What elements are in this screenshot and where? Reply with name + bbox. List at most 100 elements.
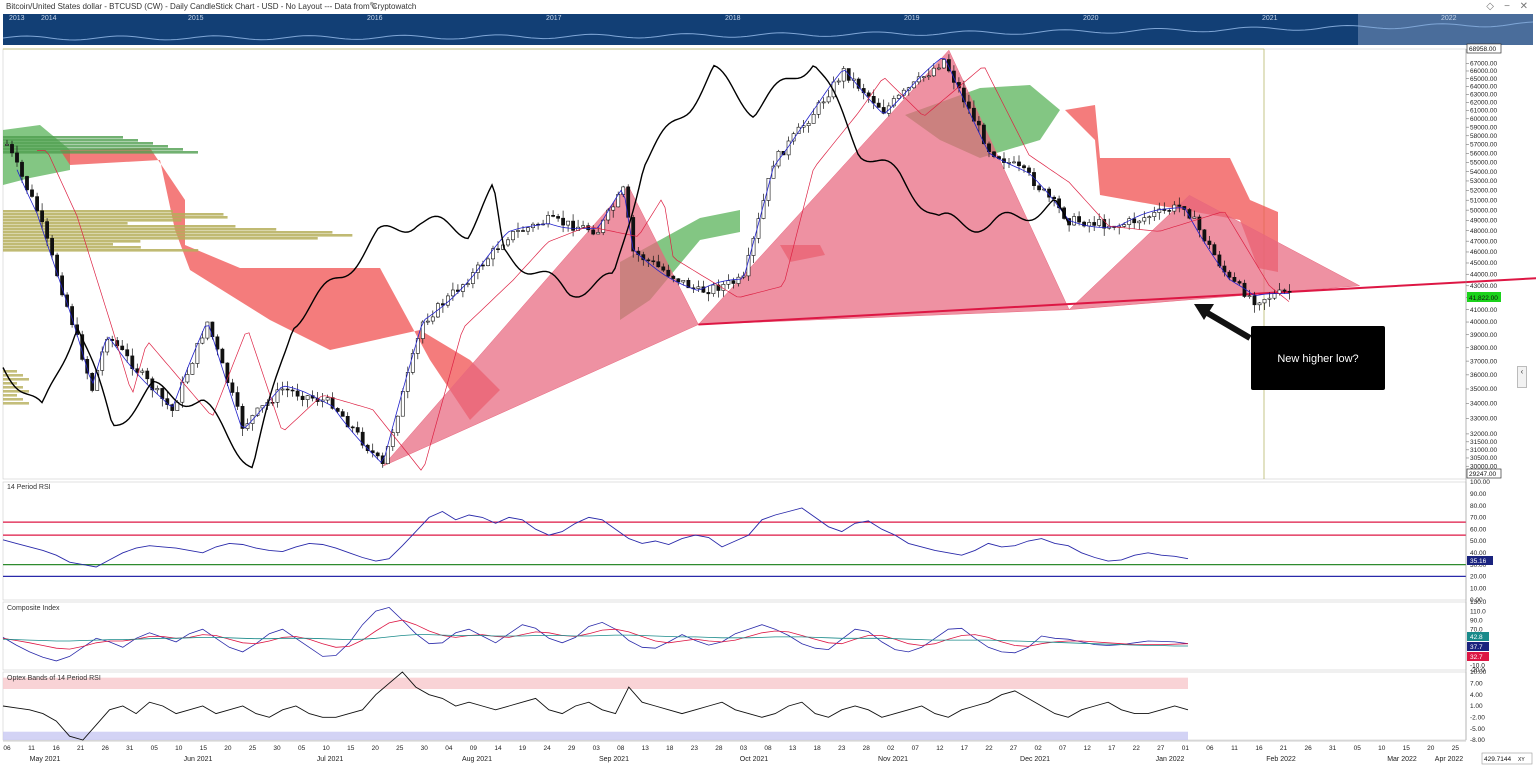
volume-profile-bar (3, 374, 23, 377)
candle-body (891, 98, 896, 107)
time-tick-label: 23 (691, 745, 699, 752)
close-icon[interactable]: ✕ (1519, 1, 1528, 12)
candle-body (65, 294, 70, 307)
candle-body (651, 260, 656, 263)
candle-body (731, 280, 736, 284)
indicator-tick-label: 70.00 (1470, 515, 1487, 522)
candle-body (290, 389, 295, 392)
candle-body (295, 390, 300, 397)
ci-value-badge-2 (1467, 642, 1489, 651)
ci-value-label-2: 37.7 (1470, 644, 1483, 651)
candle-body (365, 444, 370, 452)
collapse-panel-button[interactable]: ‹ (1517, 366, 1527, 388)
candle-body (410, 353, 415, 373)
candle-body (225, 362, 230, 384)
candle-body (921, 76, 926, 78)
candle-body (941, 59, 946, 69)
candle-body (506, 239, 510, 246)
minimize-icon[interactable]: − (1504, 1, 1510, 12)
price-tick-label: 64000.00 (1470, 84, 1497, 91)
candle-body (25, 176, 29, 191)
candle-body (936, 67, 941, 70)
time-tick-label: 31 (126, 745, 134, 752)
candle-body (981, 124, 986, 145)
volume-profile-bar (3, 243, 114, 246)
overview-navigator[interactable]: 2013 2014 2015 2016 2017 2018 2019 2020 2021 2022 (3, 14, 1533, 45)
volume-profile-bar (3, 234, 353, 237)
time-tick-label: 18 (666, 745, 674, 752)
time-tick-label: 08 (764, 745, 772, 752)
price-tick-label: 37000.00 (1470, 358, 1497, 365)
price-tick-label: 51000.00 (1470, 197, 1497, 204)
candle-body (390, 432, 395, 447)
high-price-label: 68958.00 (1469, 46, 1496, 53)
candle-body (716, 284, 721, 291)
indicator-tick-label: 7.00 (1470, 681, 1483, 688)
time-tick-label: 07 (912, 745, 920, 752)
zoom-readout (1481, 752, 1533, 765)
price-tick-label: 31000.00 (1470, 447, 1497, 454)
volume-profile-bar (3, 142, 153, 145)
price-tick-label: 41000.00 (1470, 307, 1497, 314)
price-tick-label: 61000.00 (1470, 108, 1497, 115)
time-tick-label: 18 (813, 745, 821, 752)
candle-body (185, 374, 190, 383)
time-tick-label: 12 (1084, 745, 1092, 752)
edit-icon[interactable]: ✎ (369, 1, 378, 12)
candle-body (526, 227, 530, 232)
indicator-tick-label: 30.00 (1470, 562, 1487, 569)
candle-body (240, 405, 245, 429)
overview-selection[interactable] (1358, 14, 1533, 45)
candle-body (766, 178, 771, 201)
candle-body (210, 321, 215, 338)
volume-profile-bar (3, 246, 141, 249)
candle-body (1202, 229, 1207, 242)
candle-body (300, 395, 305, 401)
candle-body (1142, 217, 1147, 222)
candle-body (1157, 208, 1162, 213)
price-tick-label: 59000.00 (1470, 124, 1497, 131)
candle-body (911, 81, 916, 89)
optex-upper-band (3, 677, 1188, 689)
candle-body (1152, 212, 1157, 217)
candle-body (611, 206, 616, 211)
last-price-badge (1467, 292, 1501, 302)
time-tick-label: 16 (52, 745, 60, 752)
candle-body (125, 349, 130, 357)
last-price-label: 41,822.00 (1469, 295, 1498, 302)
time-tick-label: 25 (249, 745, 257, 752)
annotation-arrow-head (1194, 304, 1214, 320)
annotation-callout: New higher low? (1194, 304, 1385, 390)
candle-body (836, 80, 841, 83)
candle-body (696, 286, 701, 289)
time-tick-label: 20 (1427, 745, 1435, 752)
candle-body (511, 231, 515, 241)
annotation-text: New higher low? (1277, 353, 1358, 365)
month-label: Sep 2021 (599, 756, 629, 763)
candle-body (1132, 218, 1137, 224)
candle-body (631, 217, 636, 252)
diamond-icon[interactable]: ◇ (1486, 1, 1494, 12)
volume-profile-bar (3, 370, 17, 373)
volume-profile-bar (3, 145, 168, 148)
candle-body (285, 388, 290, 391)
title-bar: Bitcoin/United States dollar - BTCUSD (C… (0, 0, 1536, 14)
candle-body (230, 382, 235, 393)
month-label: Jun 2021 (184, 756, 213, 763)
candle-body (561, 217, 566, 226)
candle-body (140, 370, 145, 373)
candle-body (1087, 222, 1092, 227)
candle-body (1022, 165, 1026, 169)
candle-body (1122, 224, 1127, 227)
time-tick-label: 19 (519, 745, 527, 752)
rsi-value-label: 35.16 (1470, 558, 1487, 565)
candle-body (1257, 302, 1262, 306)
high-price-badge (1466, 43, 1502, 54)
rsi-value-badge (1467, 556, 1493, 565)
candle-body (681, 279, 686, 283)
candle-body (896, 94, 901, 99)
indicator-tick-label: 110.0 (1470, 608, 1486, 615)
candle-body (1072, 216, 1077, 226)
composite-index-line (2, 606, 1189, 662)
